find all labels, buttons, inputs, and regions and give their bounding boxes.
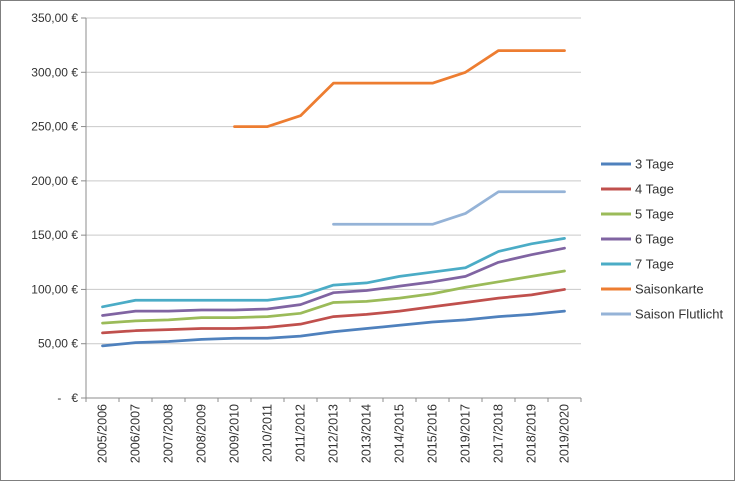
legend-label: 6 Tage bbox=[635, 232, 674, 247]
series-line-7-tage[interactable] bbox=[101, 237, 566, 309]
x-tick-label: 2005/2006 bbox=[96, 404, 110, 463]
series-line-5-tage[interactable] bbox=[101, 269, 566, 325]
series-line-3-tage[interactable] bbox=[101, 309, 566, 348]
y-tick-label: 50,00 € bbox=[38, 337, 78, 351]
y-tick-label: 300,00 € bbox=[31, 65, 78, 79]
y-tick-label: 250,00 € bbox=[31, 120, 78, 134]
legend-label: 4 Tage bbox=[635, 182, 674, 197]
legend-label: 3 Tage bbox=[635, 157, 674, 172]
x-tick-label: 2008/2009 bbox=[195, 404, 209, 463]
x-tick-label: 2011/2012 bbox=[294, 404, 308, 462]
x-tick-label: 2018/2019 bbox=[525, 404, 539, 463]
y-tick-label: 100,00 € bbox=[31, 282, 78, 296]
legend-item-4-tage[interactable]: 4 Tage bbox=[601, 182, 674, 197]
x-tick-label: 2007/2008 bbox=[162, 404, 176, 463]
x-tick-label: 2014/2015 bbox=[393, 404, 407, 463]
x-tick-label: 2019/2020 bbox=[558, 404, 572, 463]
legend-item-7-tage[interactable]: 7 Tage bbox=[601, 257, 674, 272]
legend-item-3-tage[interactable]: 3 Tage bbox=[601, 157, 674, 172]
legend-label: Saison Flutlicht bbox=[635, 307, 724, 322]
legend-item-saisonkarte[interactable]: Saisonkarte bbox=[601, 282, 704, 297]
x-tick-label: 2019/2017 bbox=[459, 404, 473, 463]
legend-item-6-tage[interactable]: 6 Tage bbox=[601, 232, 674, 247]
series-line-6-tage[interactable] bbox=[101, 246, 566, 317]
y-tick-label: 200,00 € bbox=[31, 174, 78, 188]
x-tick-label: 2015/2016 bbox=[426, 404, 440, 463]
y-tick-label: 150,00 € bbox=[31, 228, 78, 242]
x-tick-label: 2012/2013 bbox=[327, 404, 341, 463]
y-tick-label: - € bbox=[57, 391, 78, 405]
legend-label: 7 Tage bbox=[635, 257, 674, 272]
legend-label: 5 Tage bbox=[635, 207, 674, 222]
x-tick-label: 2010/2011 bbox=[261, 404, 275, 462]
series-line-saison-flutlicht[interactable] bbox=[332, 190, 566, 226]
y-tick-label: 350,00 € bbox=[31, 11, 78, 25]
x-tick-label: 2006/2007 bbox=[129, 404, 143, 463]
series-line-saisonkarte[interactable] bbox=[233, 49, 566, 128]
x-tick-label: 2009/2010 bbox=[228, 404, 242, 463]
legend-item-saison-flutlicht[interactable]: Saison Flutlicht bbox=[601, 307, 724, 322]
series-line-4-tage[interactable] bbox=[101, 288, 566, 335]
x-tick-label: 2017/2018 bbox=[492, 404, 506, 463]
legend-item-5-tage[interactable]: 5 Tage bbox=[601, 207, 674, 222]
x-tick-label: 2013/2014 bbox=[360, 404, 374, 463]
legend-label: Saisonkarte bbox=[635, 282, 704, 297]
